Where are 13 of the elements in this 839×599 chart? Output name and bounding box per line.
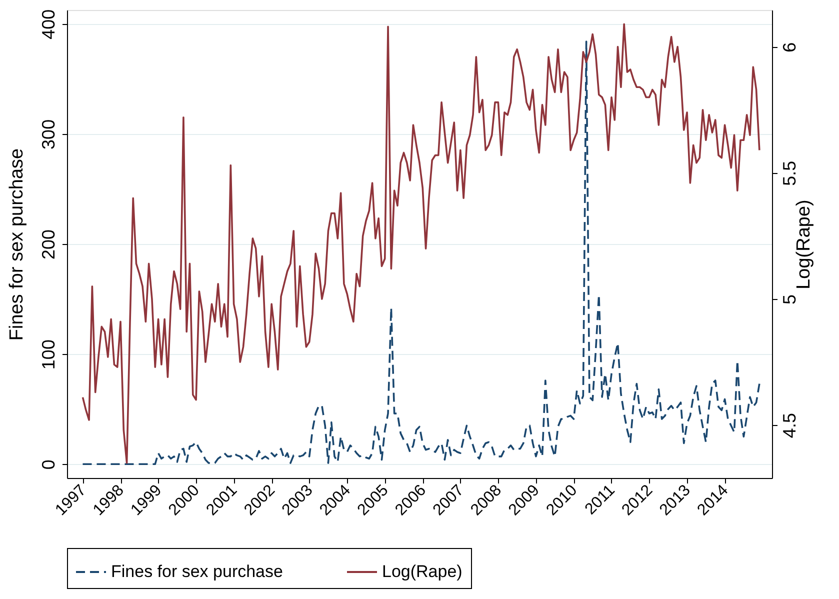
y2-tick-label: 5 <box>780 294 800 304</box>
y-tick-label: 0 <box>38 460 58 470</box>
y2-tick-label: 4.5 <box>780 413 800 438</box>
y-tick-label: 300 <box>38 119 58 150</box>
y2-tick-label: 6 <box>780 42 800 52</box>
y-tick-label: 100 <box>38 340 58 370</box>
legend-label: Log(Rape) <box>382 562 462 581</box>
legend-label: Fines for sex purchase <box>111 562 283 581</box>
y-tick-label: 400 <box>38 9 58 40</box>
y-axis-title: Fines for sex purchase <box>6 148 28 341</box>
y-tick-label: 200 <box>38 229 58 260</box>
y2-tick-label: 5.5 <box>780 160 800 186</box>
y2-axis-title: Log(Rape) <box>794 200 814 290</box>
